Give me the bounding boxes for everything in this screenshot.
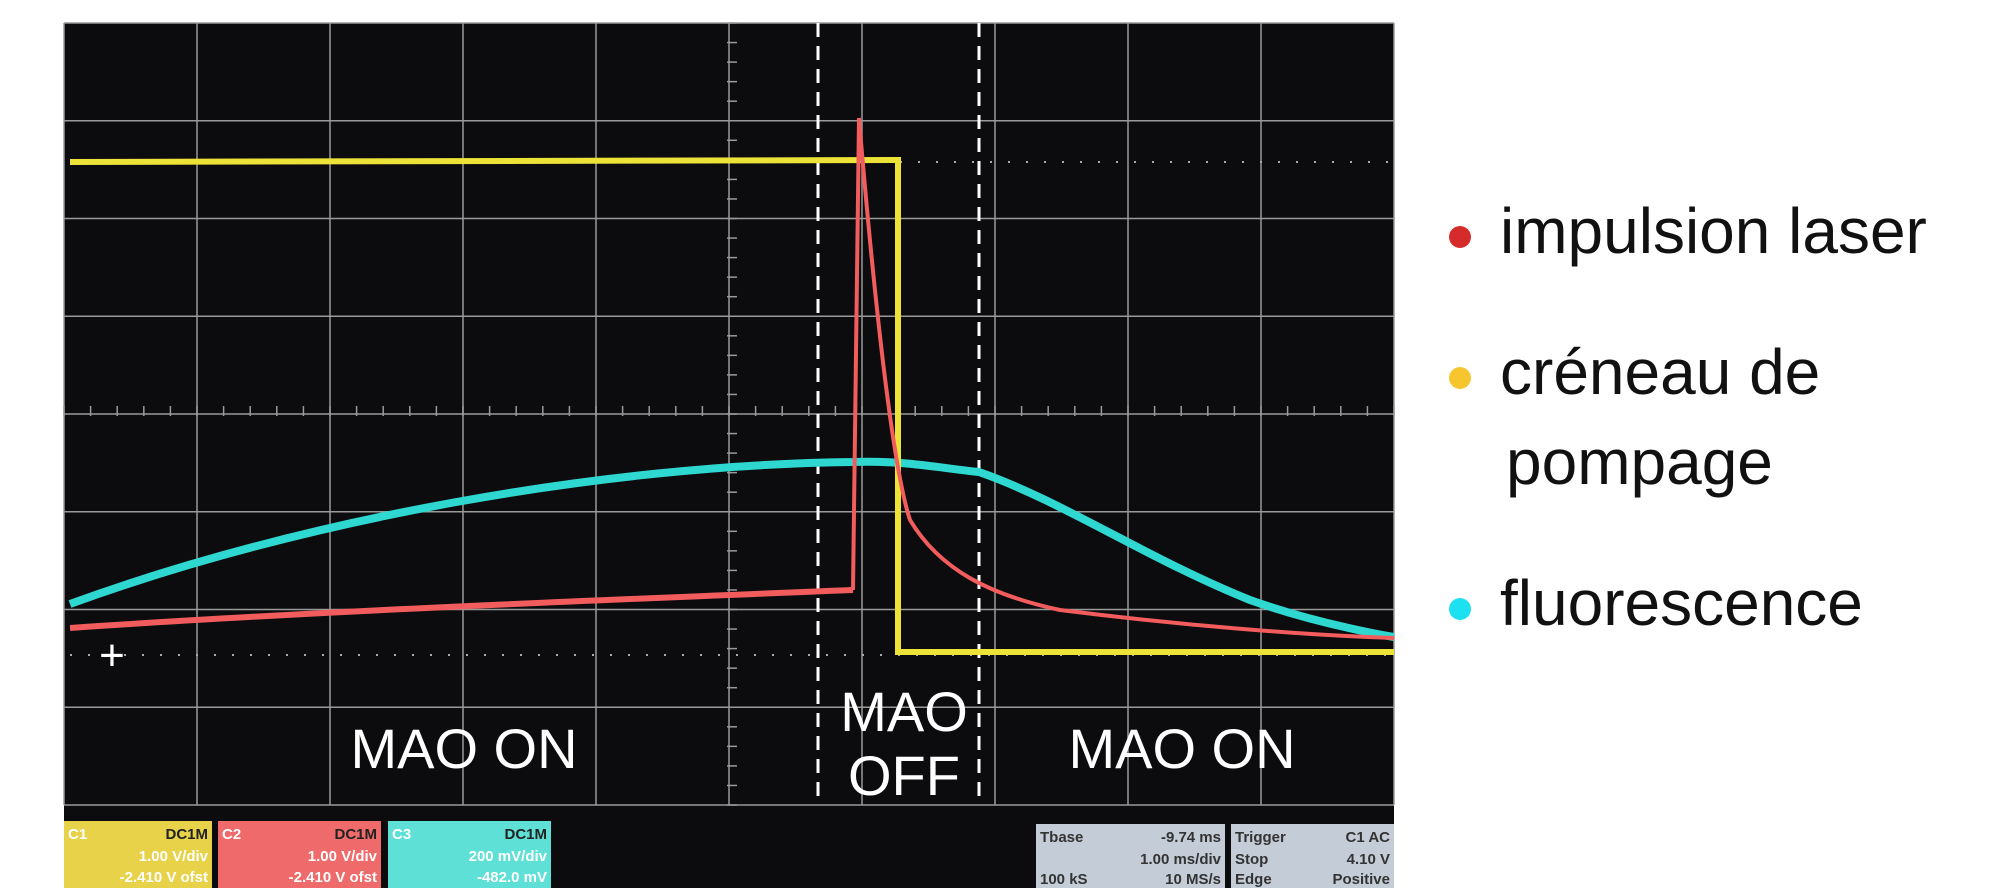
trigger-slope: Positive (1332, 871, 1390, 888)
legend-dot (1449, 367, 1471, 389)
legend: impulsion laser créneau de pompage fluoresc… (1449, 195, 1927, 639)
trigger-mode: Stop (1235, 851, 1268, 868)
label: MAO ON (1068, 717, 1295, 780)
timebase-scale: 1.00 ms/div (1140, 851, 1222, 868)
timebase-rate: 10 MS/s (1165, 871, 1221, 888)
offset: -2.410 V ofst (289, 869, 377, 886)
legend-label: fluorescence (1500, 567, 1863, 639)
scale: 1.00 V/div (308, 848, 378, 865)
trigger-source: C1 AC (1346, 829, 1391, 846)
offset: -2.410 V ofst (120, 869, 208, 886)
coupling: DC1M (165, 826, 208, 843)
label: MAO (840, 680, 968, 743)
trigger-title: Trigger (1235, 829, 1286, 846)
legend-dot (1449, 226, 1471, 248)
timebase-samples: 100 kS (1040, 871, 1088, 888)
scale: 1.00 V/div (139, 848, 209, 865)
legend-label: impulsion laser (1500, 195, 1927, 267)
offset: -482.0 mV (477, 869, 547, 886)
trigger-level: 4.10 V (1347, 851, 1390, 868)
timebase-delay: -9.74 ms (1161, 829, 1221, 846)
legend-label: créneau de (1500, 336, 1820, 408)
label: MAO ON (350, 717, 577, 780)
channel-name: C1 (68, 826, 87, 843)
channel-name: C3 (392, 826, 411, 843)
legend-label: pompage (1506, 426, 1773, 498)
scale: 200 mV/div (469, 848, 548, 865)
label: OFF (848, 744, 960, 807)
page: + MAO ON MAO OFF MAO ON C1 DC1M 1.00 V/div… (0, 0, 2011, 888)
legend-dot (1449, 598, 1471, 620)
marker: + (99, 631, 125, 680)
coupling: DC1M (334, 826, 377, 843)
timebase-title: Tbase (1040, 829, 1083, 846)
trigger-type: Edge (1235, 871, 1272, 888)
channel-name: C2 (222, 826, 241, 843)
coupling: DC1M (504, 826, 547, 843)
